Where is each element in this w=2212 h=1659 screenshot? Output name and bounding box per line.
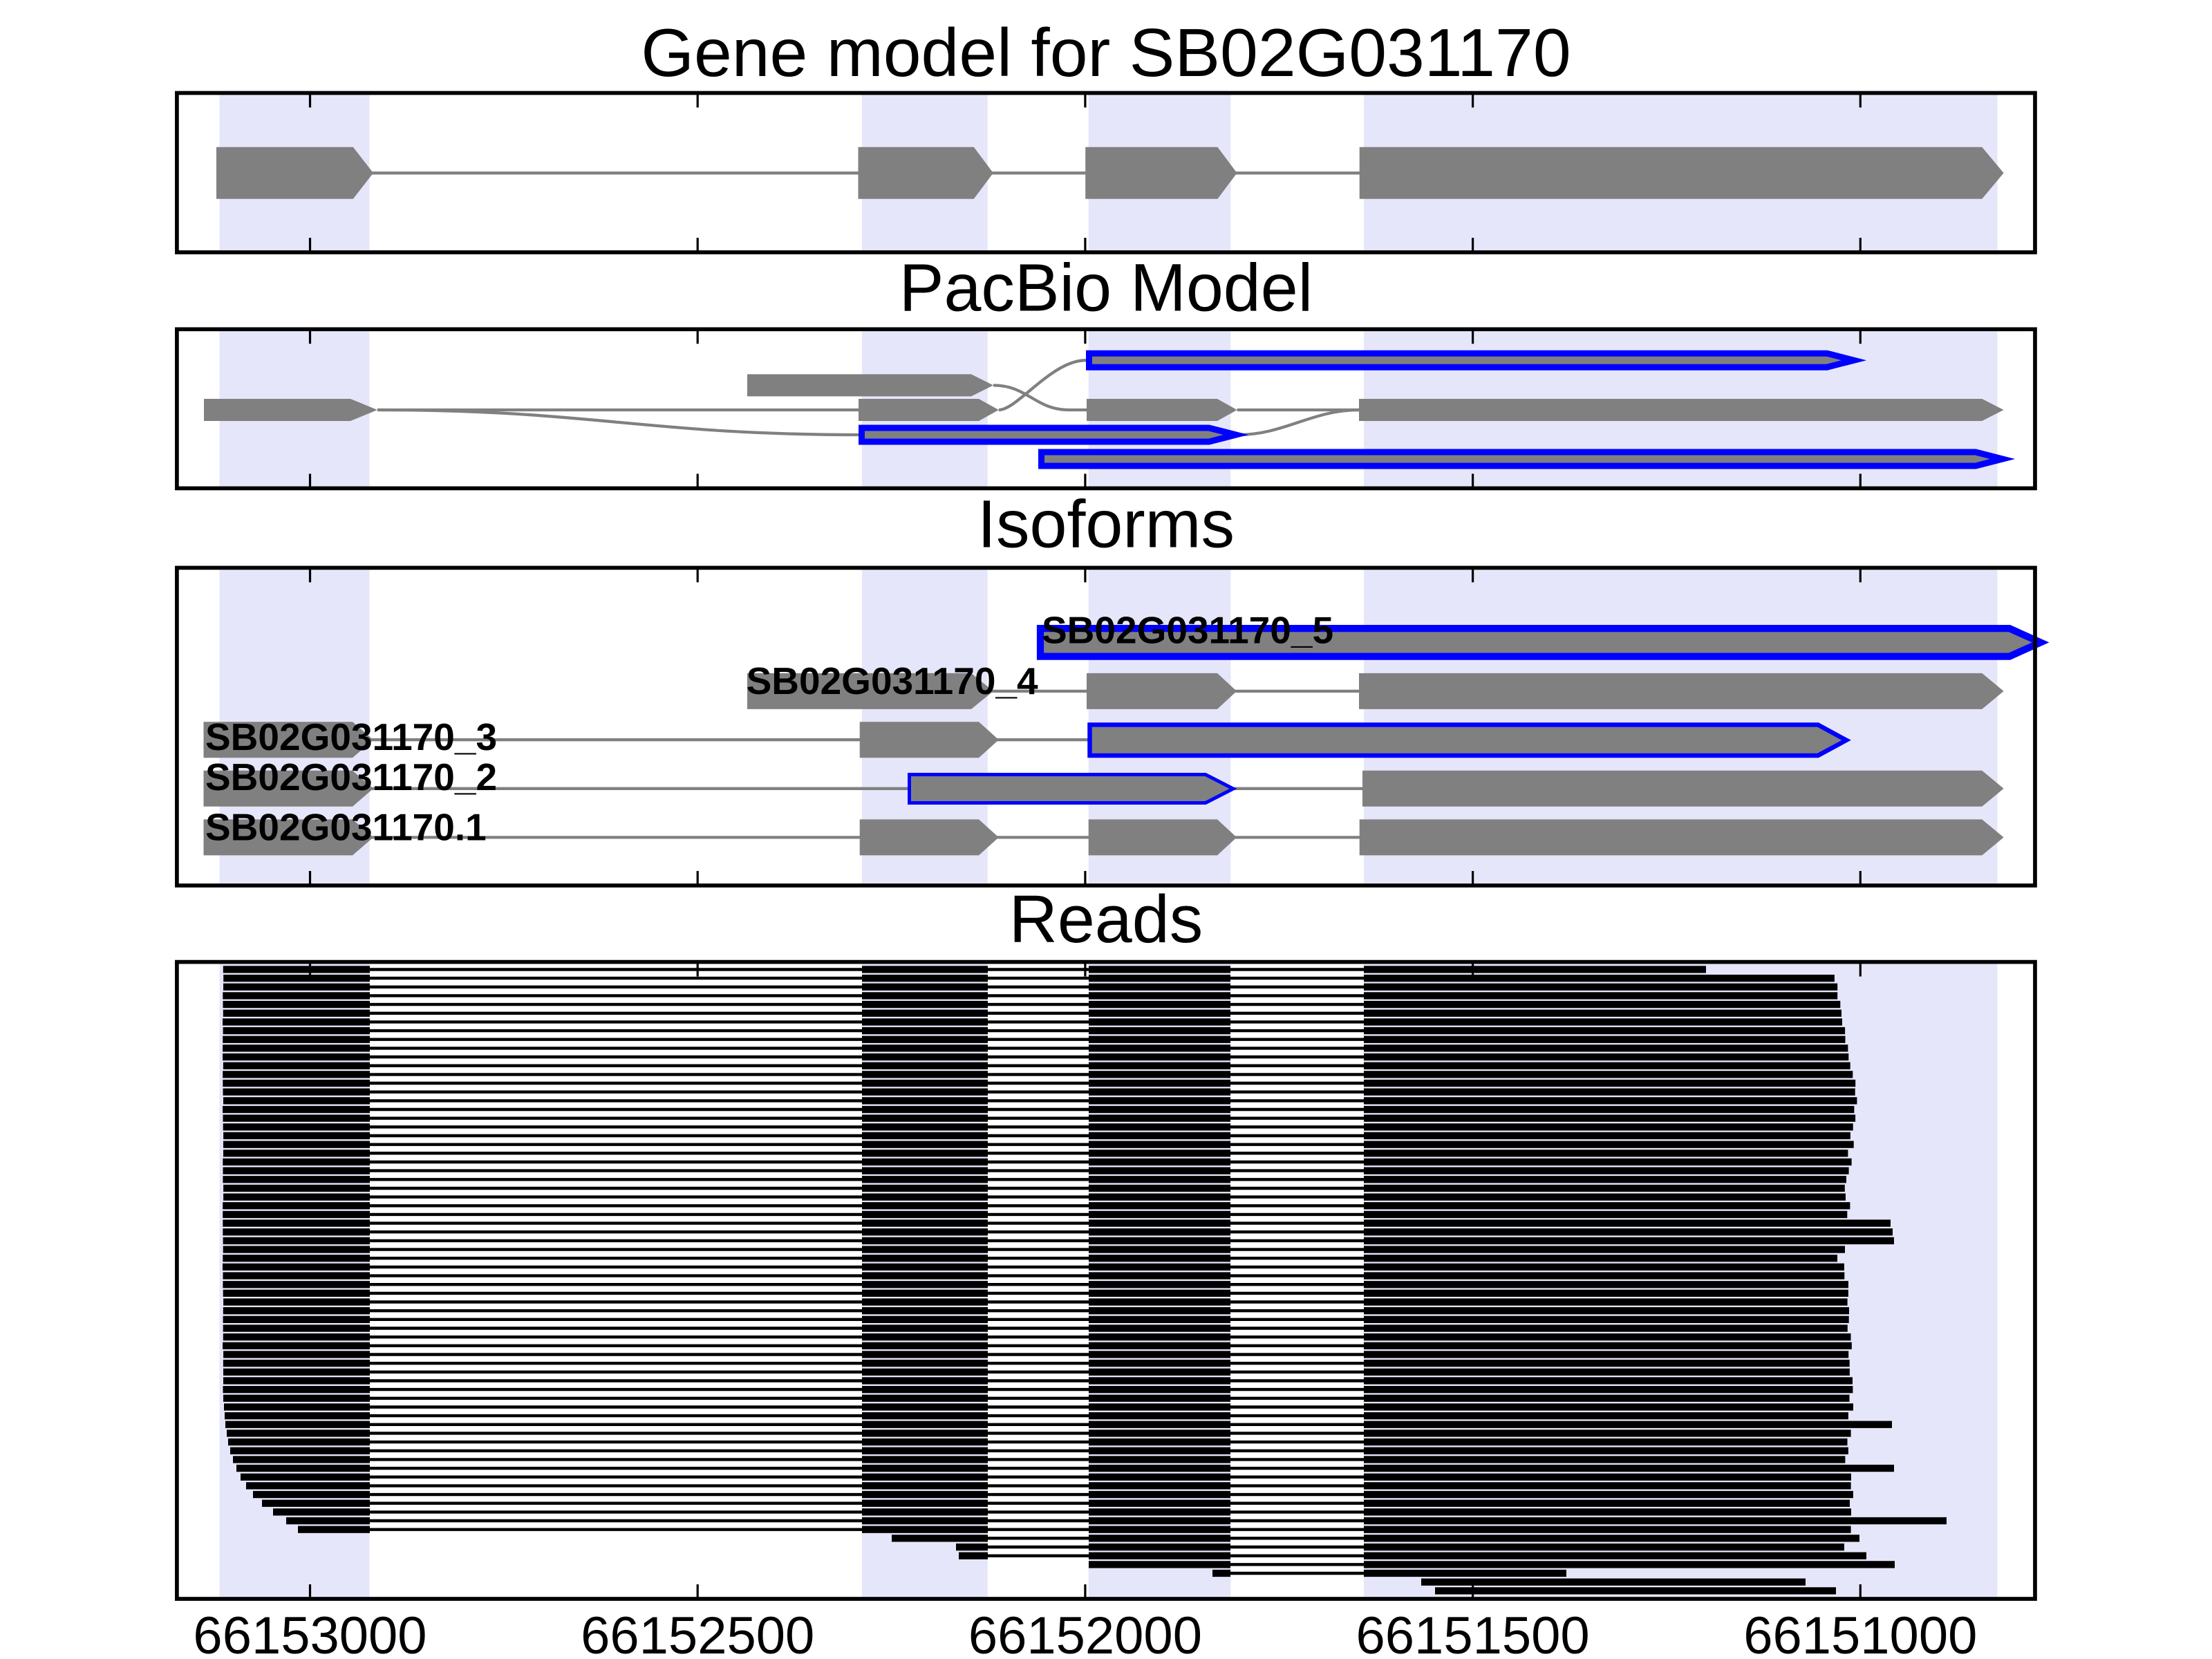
svg-text:66152000: 66152000 (968, 1606, 1202, 1659)
svg-text:SB02G031170_3: SB02G031170_3 (205, 715, 497, 758)
svg-text:Reads: Reads (1009, 881, 1203, 957)
svg-text:66153000: 66153000 (193, 1606, 427, 1659)
svg-text:PacBio Model: PacBio Model (899, 250, 1313, 326)
svg-text:SB02G031170_5: SB02G031170_5 (1042, 608, 1333, 651)
svg-text:SB02G031170.1: SB02G031170.1 (205, 805, 487, 848)
svg-text:Isoforms: Isoforms (977, 487, 1235, 562)
svg-text:66152500: 66152500 (581, 1606, 814, 1659)
svg-text:66151500: 66151500 (1356, 1606, 1590, 1659)
svg-text:SB02G031170_2: SB02G031170_2 (205, 756, 497, 798)
svg-text:SB02G031170_4: SB02G031170_4 (747, 659, 1038, 702)
svg-text:Gene model for SB02G031170: Gene model for SB02G031170 (641, 15, 1571, 91)
svg-text:66151000: 66151000 (1743, 1606, 1977, 1659)
